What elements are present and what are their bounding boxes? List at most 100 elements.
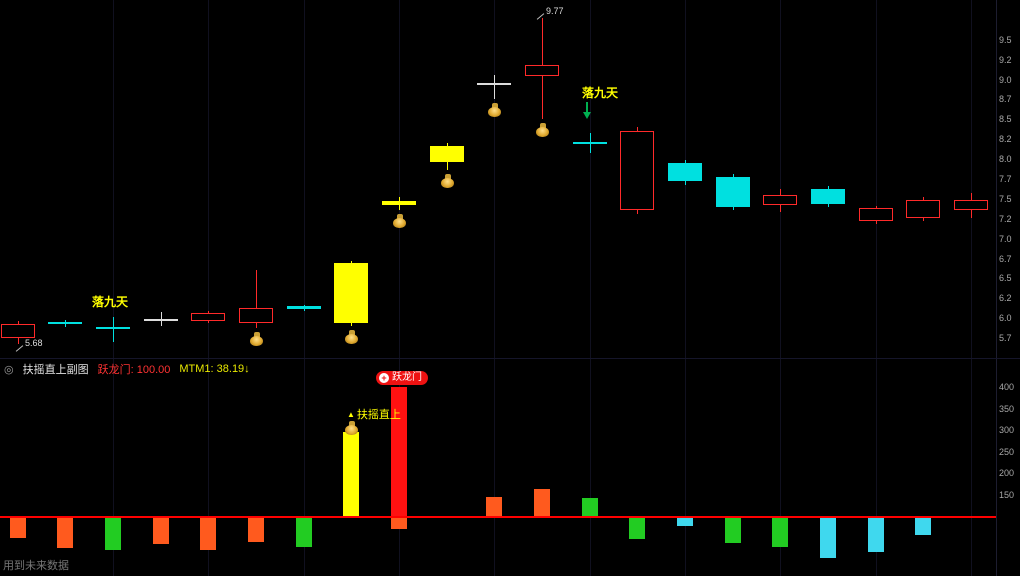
indicator-bar xyxy=(391,516,407,529)
price-axis-label: 8.2 xyxy=(999,134,1012,145)
indicator-title: 扶摇直上副图 xyxy=(22,364,89,376)
price-tag-tick xyxy=(536,13,545,20)
money-bag-icon xyxy=(536,123,549,138)
indicator-value-yuelongmen: 跃龙门: 100.00 xyxy=(97,364,171,376)
price-axis-label: 9.0 xyxy=(999,74,1012,85)
candle-wick xyxy=(493,74,495,99)
indicator-bar xyxy=(248,516,264,542)
indicator-baseline xyxy=(0,515,996,518)
indicator-bar xyxy=(296,516,312,547)
candle-wick xyxy=(160,311,162,327)
plus-circle-icon: + xyxy=(379,373,389,384)
price-axis-label: 7.2 xyxy=(999,213,1012,224)
money-bag-icon xyxy=(345,330,358,345)
drop-signal-label: 落九天 xyxy=(92,295,129,309)
candle-body xyxy=(620,131,654,211)
indicator-bar xyxy=(725,516,741,544)
price-axis-separator xyxy=(996,0,997,576)
indicator-bar xyxy=(915,516,931,535)
dragon-gate-badge: + 跃龙门 xyxy=(376,371,428,386)
money-bag-icon xyxy=(393,214,406,229)
money-bag-icon xyxy=(250,331,263,346)
price-tag: 5.68 xyxy=(25,338,43,348)
indicator-bar xyxy=(391,387,407,517)
price-axis-label: 6.7 xyxy=(999,253,1012,264)
grid-line xyxy=(590,0,591,576)
price-axis-label: 6.2 xyxy=(999,293,1012,304)
indicator-bar xyxy=(200,516,216,551)
indicator-bar xyxy=(582,498,598,517)
grid-line xyxy=(399,0,400,576)
indicator-bar xyxy=(105,516,121,551)
money-bag-icon xyxy=(488,102,501,117)
indicator-axis-label: 250 xyxy=(999,446,1015,457)
badge-label: 跃龙门 xyxy=(392,372,422,384)
indicator-bar xyxy=(343,432,359,517)
indicator-axis-label: 200 xyxy=(999,468,1015,479)
indicator-panel[interactable]: 400 350 300 250 200 150 + 跃龙门 ▲ 扶摇直上 xyxy=(0,358,1020,576)
candle-body xyxy=(716,176,750,207)
candle-body xyxy=(382,201,416,206)
candle-wick xyxy=(112,316,114,343)
candle-body xyxy=(954,200,988,210)
candle-body xyxy=(48,322,82,325)
candle-body xyxy=(191,313,225,321)
price-tag: 9.77 xyxy=(546,6,564,16)
candle-body xyxy=(668,163,702,182)
indicator-axis-label: 350 xyxy=(999,403,1015,414)
price-tag-tick xyxy=(15,345,24,352)
indicator-bar xyxy=(820,516,836,559)
candle-body xyxy=(859,208,893,222)
price-axis-label: 8.7 xyxy=(999,94,1012,105)
indicator-bar xyxy=(57,516,73,548)
indicator-collapse-icon[interactable]: ◎ xyxy=(4,363,14,376)
grid-line xyxy=(113,0,114,576)
indicator-value-mtm1: MTM1: 38.19↓ xyxy=(179,363,250,375)
indicator-header: ◎ 扶摇直上副图 跃龙门: 100.00 MTM1: 38.19↓ xyxy=(4,361,250,377)
price-axis-label: 9.2 xyxy=(999,54,1012,65)
indicator-bar xyxy=(868,516,884,552)
candle-body xyxy=(96,326,130,329)
money-bag-icon xyxy=(441,174,454,189)
signal-text: 扶摇直上 xyxy=(356,409,401,422)
price-axis-label: 7.7 xyxy=(999,174,1012,184)
money-bag-icon xyxy=(345,420,358,435)
candle-body xyxy=(287,306,321,309)
grid-line xyxy=(971,0,972,576)
indicator-bar xyxy=(153,516,169,545)
indicator-bar xyxy=(629,516,645,539)
indicator-axis-label: 300 xyxy=(999,425,1015,436)
indicator-bar xyxy=(677,516,693,527)
indicator-axis-label: 400 xyxy=(999,382,1015,393)
grid-line xyxy=(208,0,209,576)
price-axis-label: 8.0 xyxy=(999,154,1012,165)
down-arrow-icon xyxy=(583,102,591,119)
candle-wick xyxy=(255,270,257,328)
candlestick-panel[interactable]: 9.5 9.2 9.0 8.7 8.5 8.2 8.0 7.7 7.5 7.2 7.0 6.7 6.5 6… xyxy=(0,0,1020,358)
grid-line xyxy=(685,0,686,576)
price-axis-label: 9.5 xyxy=(999,34,1012,45)
grid-line xyxy=(780,0,781,576)
grid-line xyxy=(304,0,305,576)
candle-body xyxy=(430,145,464,163)
candle-body xyxy=(811,189,845,204)
candle-body xyxy=(239,307,273,323)
price-axis-label: 7.5 xyxy=(999,193,1012,204)
candle-body xyxy=(144,319,178,322)
indicator-bar xyxy=(772,516,788,547)
drop-signal-label: 落九天 xyxy=(582,86,619,100)
grid-line xyxy=(494,0,495,576)
candle-body xyxy=(525,65,559,76)
candle-body xyxy=(477,82,511,85)
up-triangle-icon: ▲ xyxy=(347,409,355,419)
grid-line xyxy=(876,0,877,576)
candle-body xyxy=(906,199,940,218)
price-axis-label: 8.5 xyxy=(999,114,1012,125)
price-axis-label: 6.5 xyxy=(999,273,1012,284)
indicator-bar xyxy=(534,488,550,517)
rising-signal-label: ▲ 扶摇直上 xyxy=(347,406,401,422)
candle-body xyxy=(573,141,607,144)
future-data-warning: 用到未来数据 xyxy=(3,560,69,572)
